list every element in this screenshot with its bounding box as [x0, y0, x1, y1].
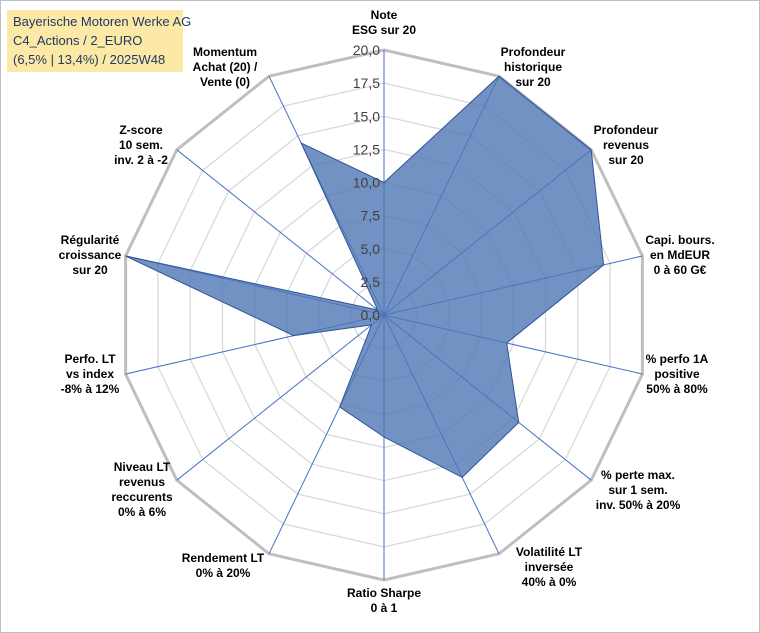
axis-label-10: Perfo. LT vs index -8% à 12%: [61, 352, 120, 396]
title-category: C4_Actions / 2_EURO: [13, 33, 143, 48]
tick-label: 15,0: [353, 108, 380, 124]
chart-title-box: Bayerische Motoren Werke AG C4_Actions /…: [7, 10, 192, 72]
tick-label: 5,0: [361, 241, 381, 257]
axis-label-6: Volatilité LT inversée 40% à 0%: [516, 545, 583, 589]
title-period: (6,5% | 13,4%) / 2025W48: [13, 52, 166, 67]
title-company: Bayerische Motoren Werke AG: [13, 14, 192, 29]
axis-label-9: Niveau LT revenus reccurents 0% à 6%: [111, 460, 173, 519]
axis-label-5: % perte max. sur 1 sem. inv. 50% à 20%: [596, 468, 681, 512]
tick-label: 10,0: [353, 175, 380, 191]
axis-label-1: Profondeur historique sur 20: [501, 45, 566, 89]
spoke-9: [176, 314, 385, 481]
tick-label: 7,5: [361, 208, 381, 224]
tick-label: 12,5: [353, 141, 380, 157]
tick-label: 2,5: [361, 274, 381, 290]
axis-label-3: Capi. bours. en MdEUR 0 à 60 G€: [645, 233, 714, 277]
axis-label-12: Z-score 10 sem. inv. 2 à -2: [114, 123, 168, 167]
tick-label: 0,0: [361, 307, 381, 323]
axis-label-2: Profondeur revenus sur 20: [594, 123, 659, 167]
axis-label-7: Ratio Sharpe 0 à 1: [347, 586, 421, 615]
axis-label-8: Rendement LT 0% à 20%: [182, 551, 265, 580]
axis-label-4: % perfo 1A positive 50% à 80%: [646, 352, 709, 396]
series-area-0: [125, 75, 605, 479]
tick-label: 20,0: [353, 42, 380, 58]
axis-label-11: Régularité croissance sur 20: [59, 233, 122, 277]
tick-label: 17,5: [353, 75, 380, 91]
spoke-12: [176, 149, 385, 316]
axis-label-0: Note ESG sur 20: [352, 8, 416, 37]
axis-label-13: Momentum Achat (20) / Vente (0): [193, 45, 258, 89]
